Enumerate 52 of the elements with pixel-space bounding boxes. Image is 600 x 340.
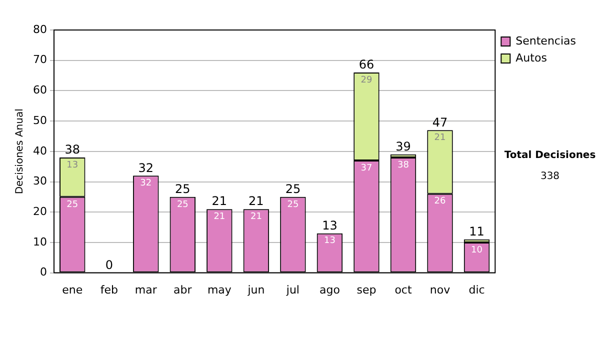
total-label: 21 [248,194,264,208]
x-tick-label: ene [62,283,83,296]
total-label: 13 [322,218,338,232]
total-label: 11 [469,224,484,239]
x-tick-label: feb [100,283,118,296]
data-label: 21 [434,133,446,143]
y-tick-label: 40 [32,144,47,158]
total-label: 38 [64,142,80,157]
x-tick-label: ago [319,283,340,296]
data-label: 25 [176,200,188,210]
x-tick-label: nov [430,283,451,296]
total-label: 32 [138,160,154,175]
data-label: 10 [471,245,483,256]
total-label: 25 [175,182,190,196]
data-label: 29 [360,75,372,86]
data-label: 32 [140,178,152,189]
legend-label: Autos [516,51,548,64]
data-label: 25 [287,200,299,210]
data-label: 13 [324,236,336,246]
y-tick-label: 30 [32,174,47,188]
y-tick-label: 60 [32,84,47,97]
x-tick-label: jul [285,283,300,296]
data-label: 26 [434,196,446,207]
y-tick-label: 10 [32,235,47,248]
total-label: 39 [396,140,411,154]
x-tick-label: sep [356,283,376,296]
total-label: 0 [105,258,113,272]
y-axis-title: Decisiones Anual [14,108,26,194]
y-tick-label: 80 [32,22,47,36]
y-tick-label: 20 [32,204,47,218]
text: 338 [539,171,561,182]
x-tick-label: abr [174,283,192,296]
data-label: 38 [398,160,410,170]
x-tick-label: mar [134,283,158,296]
text: Total Decisiones [503,150,597,161]
total-label: 66 [358,58,374,72]
x-tick-label: may [207,283,232,296]
y-tick-label: 0 [40,266,47,279]
y-tick-label: 50 [32,114,47,127]
x-tick-label: oct [394,283,412,296]
total-label: 47 [432,115,448,130]
data-label: 13 [66,160,78,170]
y-tick-label: 70 [32,53,47,66]
data-label: 25 [66,200,78,210]
legend-label: Sentencias [516,34,576,48]
x-tick-label: jun [246,283,265,296]
total-label: 25 [285,182,301,196]
data-label: 21 [214,212,226,222]
data-label: 37 [360,163,372,174]
data-label: 21 [250,212,262,222]
total-label: 21 [212,194,228,208]
x-tick-label: dic [468,283,485,296]
